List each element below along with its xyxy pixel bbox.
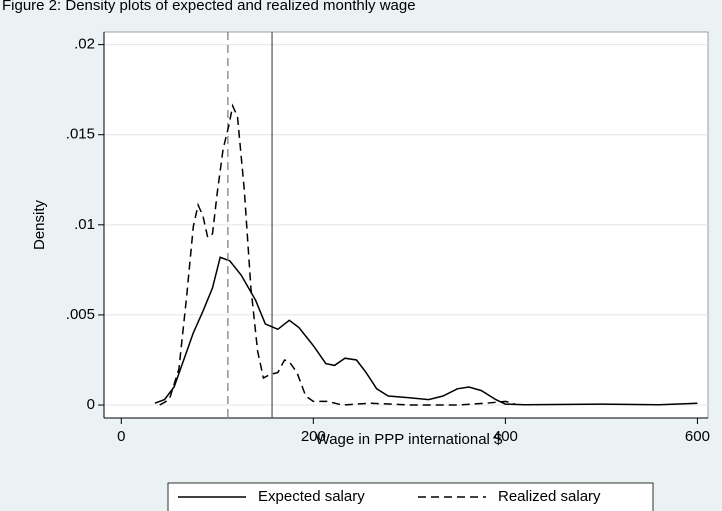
y-tick-label: .015: [66, 126, 95, 143]
x-tick-label: 0: [117, 428, 125, 445]
x-tick-label: 600: [685, 428, 710, 445]
density-line: [159, 103, 516, 406]
y-tick-label: .005: [66, 306, 95, 323]
x-tick-label: 200: [301, 428, 326, 445]
y-axis-label: Density: [31, 199, 48, 250]
legend: [167, 482, 654, 511]
y-tick-label: 0: [87, 396, 95, 413]
y-tick-label: .01: [74, 216, 95, 233]
y-tick-label: .02: [74, 36, 95, 53]
x-axis-label: Wage in PPP international $: [316, 431, 503, 448]
x-tick-label: 400: [493, 428, 518, 445]
density-line: [154, 256, 698, 406]
legend-label: Expected salary: [258, 488, 365, 505]
legend-label: Realized salary: [498, 488, 601, 505]
chart-title: Figure 2: Density plots of expected and …: [2, 0, 416, 14]
